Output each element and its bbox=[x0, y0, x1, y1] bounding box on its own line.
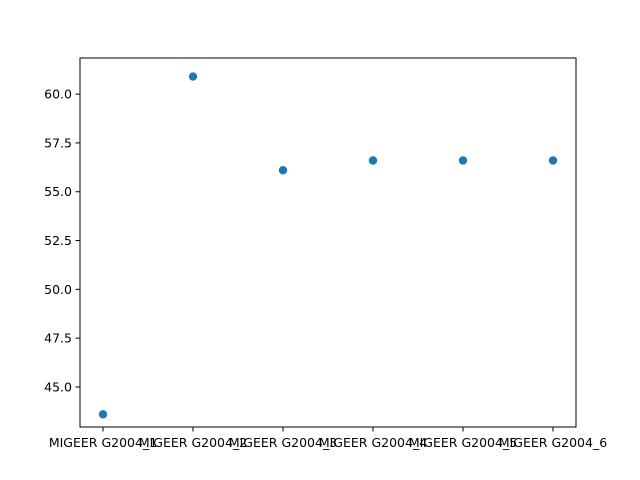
y-tick-label: 55.0 bbox=[44, 184, 72, 199]
x-tick-label: MIGEER G2004_5 bbox=[409, 435, 517, 450]
y-tick-label: 50.0 bbox=[44, 282, 72, 297]
x-tick-label: MIGEER G2004_6 bbox=[499, 435, 607, 450]
data-point bbox=[368, 156, 378, 165]
data-point bbox=[98, 410, 108, 419]
data-point bbox=[458, 156, 468, 165]
y-tick-label: 60.0 bbox=[44, 87, 72, 102]
data-point bbox=[188, 72, 198, 81]
data-point bbox=[278, 166, 288, 175]
y-tick-label: 45.0 bbox=[44, 379, 72, 394]
y-tick-label: 47.5 bbox=[44, 331, 72, 346]
y-tick-label: 57.5 bbox=[44, 135, 72, 150]
plot-area-frame bbox=[79, 57, 577, 428]
data-points bbox=[98, 72, 558, 419]
x-tick-label: MIGEER G2004_2 bbox=[139, 435, 247, 450]
y-axis: 45.0 47.5 50.0 52.5 55.0 57.5 60.0 bbox=[44, 87, 80, 394]
x-tick-label: MIGEER G2004_3 bbox=[229, 435, 337, 450]
x-tick-label: MIGEER G2004_4 bbox=[319, 435, 427, 450]
data-point bbox=[548, 156, 558, 165]
x-tick-label: MIGEER G2004_1 bbox=[49, 435, 157, 450]
y-tick-label: 52.5 bbox=[44, 233, 72, 248]
